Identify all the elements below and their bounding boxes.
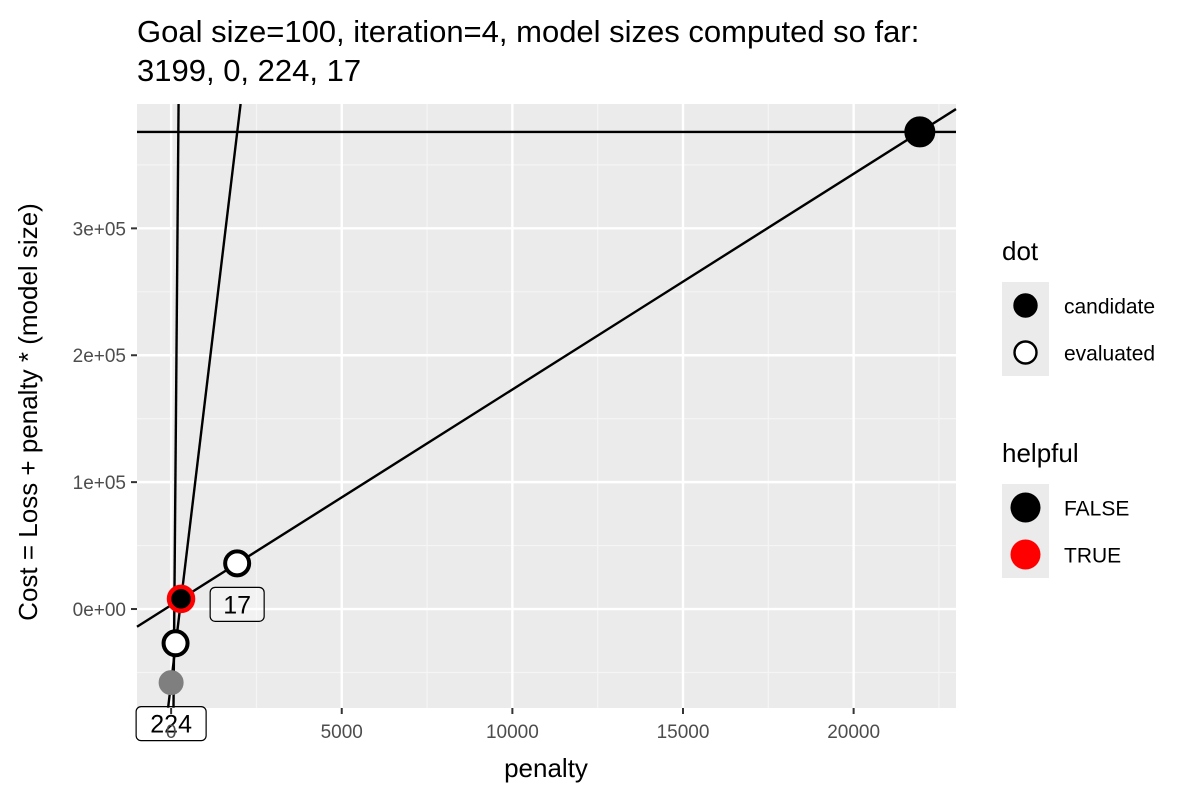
legend-title: dot <box>1002 236 1039 266</box>
legend-dot: dot candidate evaluated <box>1002 236 1155 376</box>
point-label: 17 <box>223 591 251 619</box>
point-label-box <box>209 586 265 622</box>
x-tick-label: 0 <box>166 722 177 743</box>
legend-label: evaluated <box>1064 343 1155 366</box>
evaluated-point <box>223 549 252 578</box>
x-tick-label: 5000 <box>321 722 363 743</box>
y-tick-label: 0e+00 <box>73 600 126 621</box>
candidate-point <box>166 584 196 614</box>
data-points <box>158 116 936 696</box>
legend-swatch <box>1013 293 1038 318</box>
x-tick-label: 20000 <box>827 722 880 743</box>
chart-title-line-1: Goal size=100, iteration=4, model sizes … <box>137 14 919 49</box>
cost-line <box>136 108 957 628</box>
y-tick-label: 2e+05 <box>73 346 126 367</box>
chart-title-line-2: 3199, 0, 224, 17 <box>137 53 361 88</box>
x-tick-label: 10000 <box>486 722 539 743</box>
point-label: 224 <box>150 711 192 739</box>
legend-label: TRUE <box>1064 545 1121 568</box>
plot-panel <box>137 104 956 708</box>
candidate-point <box>904 116 936 148</box>
y-axis-title: Cost = Loss + penalty * (model size) <box>13 203 43 621</box>
point-labels: 17 224 <box>135 586 265 742</box>
evaluated-point <box>161 629 190 658</box>
x-tick-label: 15000 <box>657 722 710 743</box>
legend-swatch <box>1013 340 1038 365</box>
legend-label: FALSE <box>1064 498 1129 521</box>
legend-label: candidate <box>1064 296 1155 319</box>
y-tick-label: 1e+05 <box>73 473 126 494</box>
point-label-box <box>135 706 207 742</box>
legend-title: helpful <box>1002 438 1079 468</box>
legend-helpful: helpful FALSE TRUE <box>1002 438 1129 578</box>
y-tick-label: 3e+05 <box>73 219 126 240</box>
legend-swatch <box>1010 492 1041 523</box>
x-axis-title: penalty <box>504 753 588 783</box>
minor-gridlines <box>137 104 956 708</box>
axis-ticks: 0 5000 10000 15000 20000 0e+00 1e+05 2e+05 3e+05 <box>73 219 880 743</box>
evaluated-point-grey <box>158 670 184 696</box>
legend-swatch <box>1010 539 1041 570</box>
